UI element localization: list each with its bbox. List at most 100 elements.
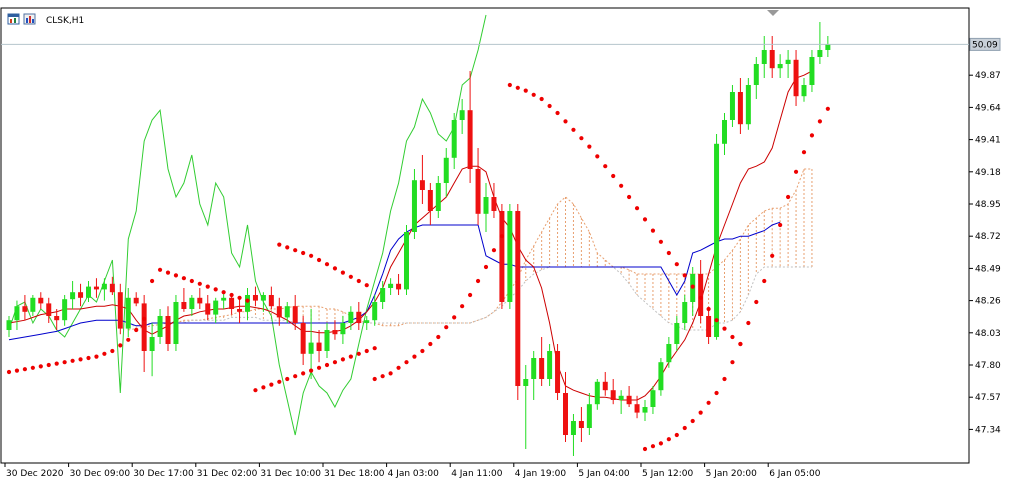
candle-body	[483, 197, 489, 214]
psar-dot	[563, 119, 568, 124]
candle-body	[276, 306, 282, 318]
candle-body	[531, 358, 537, 379]
candle-body	[594, 381, 600, 405]
psar-dot	[54, 361, 59, 366]
psar-dot	[706, 306, 711, 312]
candle	[539, 337, 545, 386]
psar-dot	[698, 295, 703, 300]
candle	[70, 281, 76, 309]
psar-dot	[388, 371, 393, 376]
psar-dot	[499, 234, 504, 239]
candle-body	[451, 120, 457, 158]
candle-body	[411, 180, 417, 232]
candle-body	[380, 288, 386, 302]
candle	[499, 204, 505, 309]
candle	[570, 414, 576, 456]
candle-body	[443, 157, 449, 183]
psar-dot	[666, 437, 671, 442]
candle	[531, 351, 537, 400]
psar-dot	[754, 299, 759, 305]
candle	[563, 372, 568, 442]
psar-dot	[364, 283, 369, 288]
candle	[197, 288, 203, 309]
price-axis: 49.87 49.64 49.41 49.18 48.95 48.72 48.49 48.26…	[969, 71, 1001, 435]
candle-body	[507, 211, 513, 302]
candle-body	[292, 306, 298, 323]
chart-window-icon[interactable]	[7, 13, 20, 25]
candle	[221, 292, 227, 309]
candle-body	[101, 283, 107, 290]
psar-dot	[650, 444, 656, 449]
psar-dot	[786, 194, 791, 200]
shift-marker[interactable]	[767, 10, 779, 16]
candle-body	[149, 337, 155, 351]
psar-dot	[674, 262, 679, 267]
candle-body	[332, 330, 338, 335]
psar-dot	[825, 106, 830, 111]
candle-body	[62, 299, 68, 321]
candle-body	[316, 342, 322, 351]
candle	[682, 295, 688, 330]
candle	[451, 113, 457, 169]
psar-dot	[491, 248, 497, 253]
psar-dot	[627, 194, 632, 200]
candle-body	[22, 306, 28, 312]
x-tick-label: 30 Dec 09:00	[70, 469, 131, 479]
psar-dot	[332, 360, 338, 365]
candle	[411, 169, 417, 239]
candle-body	[658, 362, 664, 391]
psar-dot	[690, 284, 695, 289]
candle	[690, 267, 696, 316]
psar-dot	[62, 360, 67, 365]
candle-body	[86, 286, 91, 298]
candle	[316, 330, 322, 363]
candle	[396, 274, 402, 295]
psar-dot	[595, 154, 600, 159]
psar-dot	[6, 369, 12, 375]
candle	[594, 379, 600, 410]
candle	[6, 316, 12, 337]
psar-dot	[372, 376, 377, 382]
candle	[515, 204, 521, 400]
candle	[825, 36, 831, 57]
y-tick-label: 48.95	[975, 200, 1001, 210]
psar-dot	[706, 400, 711, 405]
candle	[364, 316, 370, 330]
candle	[404, 225, 409, 295]
psar-dot	[571, 127, 576, 132]
candle-body	[173, 302, 179, 344]
psar-dot	[340, 357, 345, 362]
psar-dot	[277, 379, 282, 384]
candle-body	[817, 50, 823, 57]
psar-dot	[523, 88, 528, 93]
candle-body	[777, 64, 783, 69]
psar-dot	[778, 222, 783, 228]
candle-body	[133, 297, 139, 304]
candle-body	[706, 316, 712, 337]
candle	[189, 295, 195, 316]
candle-body	[14, 306, 20, 321]
candle	[706, 309, 712, 344]
x-tick-label: 4 Jan 11:00	[451, 469, 503, 479]
candle	[133, 292, 139, 307]
chart-bars-icon[interactable]	[23, 13, 36, 25]
candle-body	[109, 283, 115, 293]
candle-body	[475, 169, 481, 214]
psar-dot	[738, 341, 743, 347]
candle	[610, 379, 616, 405]
psar-dot	[118, 343, 123, 348]
candle	[761, 36, 767, 78]
candle	[284, 302, 290, 323]
psar-dot	[722, 326, 727, 331]
candle	[809, 50, 815, 92]
candle	[157, 309, 163, 344]
candle	[642, 400, 648, 421]
psar-dot	[309, 253, 314, 258]
candle-body	[340, 323, 346, 335]
psar-dot	[555, 110, 560, 116]
y-tick-label: 49.18	[975, 168, 1001, 178]
psar-dot	[316, 257, 322, 263]
candle	[507, 204, 513, 309]
time-axis: 30 Dec 2020 30 Dec 09:00 30 Dec 17:00 31 De…	[4, 463, 821, 479]
